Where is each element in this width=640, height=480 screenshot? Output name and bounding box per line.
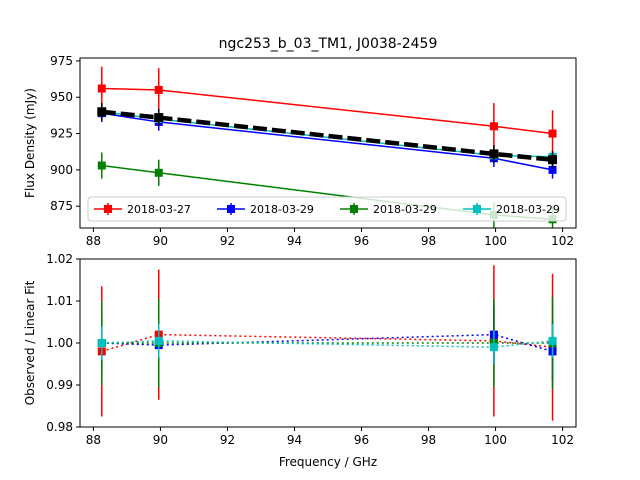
x-tick-label: 88	[86, 433, 101, 447]
series-3	[97, 296, 557, 390]
ratio-plot: 88 90 92 94 96 98 100 102 0.98 0.99 1.00 1.01 1.02 Fr…	[23, 252, 577, 469]
fit-point	[97, 107, 107, 117]
x-tick-label: 90	[153, 234, 168, 248]
data-point	[548, 129, 557, 138]
y-tick-label: 925	[50, 127, 73, 141]
y-tick-label: 900	[50, 163, 73, 177]
x-tick-label: 94	[287, 433, 302, 447]
plot-frame	[79, 57, 577, 229]
data-point	[154, 336, 163, 345]
x-tick-label: 98	[421, 433, 436, 447]
y-tick-label: 1.02	[46, 252, 73, 266]
y-axis-label: Flux Density (mJy)	[23, 88, 37, 198]
y-tick-label: 1.01	[46, 294, 73, 308]
data-point	[489, 122, 498, 131]
x-tick-label: 96	[354, 234, 369, 248]
plot-frame	[79, 258, 577, 428]
legend-label: 2018-03-29	[496, 203, 560, 216]
data-point	[154, 168, 163, 177]
data-point	[97, 161, 106, 170]
legend-label: 2018-03-29	[250, 203, 314, 216]
x-tick-label: 92	[220, 234, 235, 248]
data-point	[154, 85, 163, 94]
legend-label: 2018-03-27	[127, 203, 191, 216]
y-tick-label: 975	[50, 54, 73, 68]
data-point	[548, 165, 557, 174]
x-tick-label: 100	[484, 433, 507, 447]
x-tick-label: 102	[551, 433, 574, 447]
x-tick-label: 100	[484, 234, 507, 248]
y-tick-label: 0.99	[46, 378, 73, 392]
y-axis-label: Observed / Linear Fit	[23, 280, 37, 405]
x-tick-label: 88	[86, 234, 101, 248]
series-line	[101, 112, 553, 171]
legend-marker	[473, 205, 481, 213]
series-line	[101, 340, 553, 348]
data-point	[97, 84, 106, 93]
y-tick-label: 950	[50, 90, 73, 104]
x-tick-label: 90	[153, 433, 168, 447]
linear-fit	[97, 103, 558, 169]
series-1	[97, 66, 557, 157]
fit-line	[101, 109, 553, 162]
y-tick-label: 875	[50, 199, 73, 213]
y-tick-label: 0.98	[46, 420, 73, 434]
legend-item: 2018-03-29	[340, 203, 437, 216]
data-point	[489, 343, 498, 352]
x-tick-label: 98	[421, 234, 436, 248]
data-point	[548, 336, 557, 345]
series-2	[97, 104, 557, 179]
fit-point	[548, 155, 558, 165]
x-tick-label: 96	[354, 433, 369, 447]
legend-box	[87, 196, 567, 222]
y-tick-label: 1.00	[46, 336, 73, 350]
x-tick-label: 94	[287, 234, 302, 248]
x-axis-label: Frequency / GHz	[279, 455, 377, 469]
legend-item: 2018-03-29	[217, 203, 314, 216]
legend: 2018-03-27 2018-03-29 2018-03-29 2018-03-29	[87, 196, 567, 222]
legend-marker	[350, 205, 358, 213]
legend-label: 2018-03-29	[373, 203, 437, 216]
x-tick-label: 92	[220, 433, 235, 447]
x-tick-label: 102	[551, 234, 574, 248]
legend-marker	[227, 205, 235, 213]
chart-title: ngc253_b_03_TM1, J0038-2459	[219, 36, 438, 52]
series-line	[101, 87, 553, 135]
flux-density-plot: ngc253_b_03_TM1, J0038-2459 88 90 92 94 96 98 1…	[23, 36, 577, 248]
series-line	[101, 333, 553, 353]
legend-item: 2018-03-27	[94, 203, 191, 216]
series-4	[97, 324, 557, 364]
plot-data	[97, 265, 557, 421]
legend-item: 2018-03-29	[463, 203, 560, 216]
data-point	[97, 339, 106, 347]
fit-point	[489, 149, 499, 159]
legend-marker	[104, 205, 112, 213]
fit-point	[154, 113, 164, 123]
